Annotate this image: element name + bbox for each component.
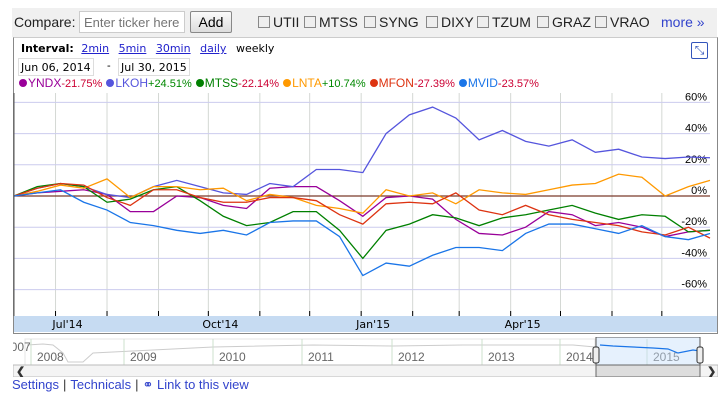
- start-date-field[interactable]: Jun 06, 2014: [18, 58, 94, 76]
- footer-links: Settings | Technicals | ⚭ Link to this view: [12, 377, 249, 392]
- compare-checkbox-graz[interactable]: GRAZ: [537, 14, 591, 30]
- series-line-mvid: [13, 189, 711, 277]
- x-tick-label: Oct'14: [202, 318, 238, 331]
- legend-change: +10.74%: [321, 78, 366, 90]
- navigator-year-label: 2008: [37, 350, 64, 364]
- legend-change: -27.39%: [413, 78, 455, 90]
- compare-checkbox-mtss[interactable]: MTSS: [304, 14, 358, 30]
- legend-item-mfon: MFON-27.39%: [369, 76, 455, 90]
- series-dot-icon: [19, 79, 27, 87]
- checkbox-icon[interactable]: [477, 16, 489, 28]
- legend: YNDX-21.75% LKOH+24.51% MTSS-22.14% LNTA+10…: [19, 77, 543, 90]
- navigator-year-label: 2013: [488, 350, 515, 364]
- navigator-year-label: 2010: [219, 350, 246, 364]
- series-dot-icon: [369, 79, 378, 87]
- series-line-mfon: [13, 182, 711, 239]
- expand-icon[interactable]: ⤡: [691, 42, 708, 59]
- legend-item-lnta: LNTA+10.74%: [283, 76, 366, 90]
- legend-item-mtss: MTSS-22.14%: [195, 76, 280, 90]
- y-tick-label: -40%: [681, 247, 707, 259]
- legend-change: -22.14%: [238, 78, 280, 90]
- navigator-year-label: 2015: [653, 350, 680, 364]
- technicals-link[interactable]: Technicals: [70, 377, 132, 392]
- link-to-view[interactable]: Link to this view: [157, 377, 249, 392]
- y-tick-label: -60%: [681, 279, 707, 291]
- legend-name: LNTA: [292, 76, 322, 90]
- ticker-input[interactable]: [79, 11, 185, 33]
- y-tick-label: 20%: [685, 154, 707, 166]
- legend-name: YNDX: [28, 76, 62, 90]
- legend-item-mvid: MVID-23.57%: [458, 76, 539, 90]
- series-line-yndx: [13, 185, 711, 238]
- checkbox-icon[interactable]: [426, 16, 438, 28]
- legend-name: MVID: [467, 76, 498, 90]
- link-icon: ⚭: [142, 377, 154, 392]
- interval-label: Interval:: [21, 42, 74, 55]
- compare-checkbox-utii[interactable]: UTII: [258, 14, 299, 30]
- series-line-mtss: [13, 182, 711, 260]
- series-dot-icon: [283, 79, 292, 87]
- navigator-year-label: 2007: [13, 340, 31, 354]
- date-separator: -: [107, 60, 111, 72]
- legend-change: +24.51%: [148, 78, 192, 90]
- navigator-year-label: 2009: [130, 350, 157, 364]
- navigator-left-handle[interactable]: [592, 346, 600, 364]
- more-link[interactable]: more »: [661, 14, 705, 30]
- checkbox-icon[interactable]: [258, 16, 270, 28]
- checkbox-icon[interactable]: [364, 16, 376, 28]
- legend-name: LKOH: [115, 76, 149, 90]
- legend-item-lkoh: LKOH+24.51%: [106, 76, 192, 90]
- legend-change: -21.75%: [61, 78, 103, 90]
- interval-30min[interactable]: 30min: [155, 42, 191, 55]
- navigator-year-label: 2012: [398, 350, 425, 364]
- plot-area: [14, 93, 710, 316]
- compare-label: Compare:: [14, 14, 76, 30]
- end-date-field[interactable]: Jul 30, 2015: [118, 58, 190, 76]
- interval-selector: Interval: 2min 5min 30min daily weekly: [21, 42, 274, 55]
- compare-checkbox-vrao[interactable]: VRAO: [595, 14, 650, 30]
- y-tick-label: 0%: [691, 185, 707, 197]
- x-tick-label: Jul'14: [51, 318, 82, 331]
- x-tick-label: Apr'15: [505, 318, 541, 331]
- navigator-scrollbar[interactable]: [13, 364, 718, 377]
- x-axis-band: [14, 316, 717, 332]
- checkbox-icon[interactable]: [595, 16, 607, 28]
- legend-name: MFON: [378, 76, 414, 90]
- compare-toolbar: Compare: Add UTII MTSS SYNG DIXY TZUM GR…: [12, 8, 717, 37]
- checkbox-icon[interactable]: [537, 16, 549, 28]
- y-tick-label: -20%: [681, 216, 707, 228]
- add-button[interactable]: Add: [190, 11, 232, 33]
- series-dot-icon: [458, 79, 467, 87]
- time-navigator[interactable]: 2007 2008 2009 2010 2011 2012 2013 2014 2015 ❮ ❯: [13, 337, 718, 377]
- checkbox-icon[interactable]: [304, 16, 316, 28]
- series-dot-icon: [106, 79, 115, 87]
- x-tick-label: Jan'15: [355, 318, 390, 331]
- interval-daily[interactable]: daily: [200, 42, 227, 55]
- navigator-right-handle[interactable]: [696, 346, 704, 364]
- scroll-left-icon[interactable]: ❮: [16, 366, 25, 377]
- interval-5min[interactable]: 5min: [118, 42, 147, 55]
- compare-checkbox-tzum[interactable]: TZUM: [477, 14, 531, 30]
- scroll-right-icon[interactable]: ❯: [707, 366, 716, 377]
- navigator-year-label: 2014: [566, 350, 593, 364]
- y-tick-label: 40%: [685, 123, 707, 135]
- legend-item-yndx: YNDX-21.75%: [19, 76, 102, 90]
- compare-checkbox-syng[interactable]: SYNG: [364, 14, 419, 30]
- scrollbar-thumb[interactable]: [595, 364, 701, 377]
- interval-2min[interactable]: 2min: [81, 42, 110, 55]
- series-line-lnta: [13, 173, 711, 214]
- legend-change: -23.57%: [497, 78, 539, 90]
- legend-name: MTSS: [204, 76, 239, 90]
- settings-link[interactable]: Settings: [12, 377, 59, 392]
- y-tick-label: 60%: [685, 91, 707, 103]
- interval-weekly: weekly: [235, 42, 275, 55]
- navigator-selection-line: [599, 344, 701, 354]
- navigator-year-label: 2011: [308, 350, 334, 364]
- navigator-overview-line: [26, 343, 596, 363]
- compare-checkbox-dixy[interactable]: DIXY: [426, 14, 474, 30]
- series-dot-icon: [195, 79, 204, 87]
